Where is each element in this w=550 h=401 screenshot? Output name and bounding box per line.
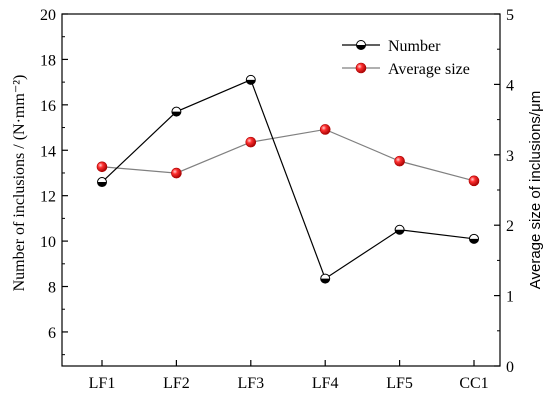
point-number — [171, 106, 182, 117]
legend-marker-average-size — [355, 62, 367, 74]
point-average-size — [171, 167, 182, 179]
legend-label-number: Number — [388, 38, 441, 55]
y-axis-title-left: Number of inclusions / (N·mm⁻²) — [11, 75, 28, 292]
x-axis-ticks: LF1 LF2 LF3 LF4 LF5 CC1 — [89, 360, 489, 392]
series-line-average-size — [101, 128, 475, 182]
left-axis-ticks: 6 8 10 12 14 16 18 20 — [40, 7, 68, 356]
left-tick-label: 8 — [48, 280, 56, 297]
right-tick-label: 2 — [506, 218, 514, 235]
point-average-size — [245, 136, 257, 148]
x-tick-label: LF2 — [163, 375, 190, 392]
series-line-number — [101, 79, 475, 280]
x-tick-label: CC1 — [459, 375, 488, 392]
y-axis-title-right: Average size of inclusions/μm — [527, 91, 544, 289]
legend-label-average-size: Average size — [388, 61, 470, 78]
right-tick-label: 3 — [506, 148, 514, 165]
left-tick-label: 12 — [40, 189, 56, 206]
point-average-size — [319, 124, 331, 135]
legend-marker-number — [356, 40, 366, 50]
right-axis-ticks: 0 1 2 3 4 5 — [494, 7, 514, 376]
point-number — [245, 74, 256, 85]
left-tick-label: 14 — [40, 143, 56, 160]
right-tick-label: 0 — [506, 359, 514, 376]
series-lines — [101, 79, 475, 280]
point-number — [320, 273, 331, 284]
right-tick-label: 5 — [506, 7, 514, 24]
right-tick-label: 1 — [506, 289, 514, 306]
left-tick-label: 10 — [40, 234, 56, 251]
point-number — [394, 224, 405, 235]
series-markers — [96, 74, 480, 284]
x-tick-label: LF3 — [237, 375, 264, 392]
point-average-size — [394, 155, 405, 167]
point-number — [469, 233, 479, 244]
left-tick-label: 20 — [40, 7, 56, 24]
point-average-size — [468, 175, 480, 187]
point-average-size — [96, 161, 108, 173]
left-tick-label: 18 — [40, 52, 56, 69]
point-number — [97, 177, 107, 188]
x-tick-label: LF4 — [312, 375, 339, 392]
x-tick-label: LF5 — [386, 375, 413, 392]
left-tick-label: 16 — [40, 98, 56, 115]
left-tick-label: 6 — [48, 325, 56, 342]
legend: Number Average size — [342, 38, 470, 78]
right-tick-label: 4 — [506, 77, 514, 94]
x-tick-label: LF1 — [89, 375, 116, 392]
